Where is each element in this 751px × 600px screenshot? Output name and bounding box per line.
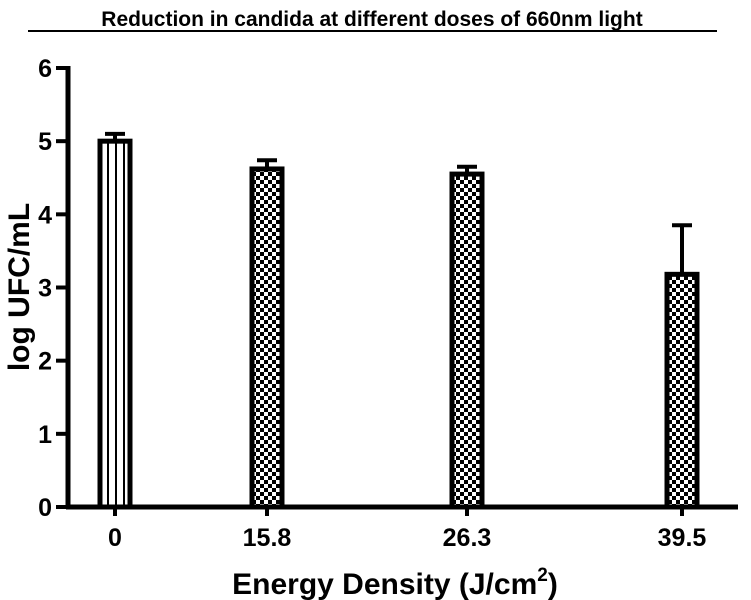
x-axis-label-close: )	[548, 568, 558, 600]
y-tick-label-0: 0	[38, 494, 52, 522]
y-tick-label-5: 5	[38, 128, 52, 156]
bar-26.3	[449, 171, 485, 510]
y-tick-label-6: 6	[38, 55, 52, 83]
bar-15.8	[249, 166, 285, 510]
bar-39.5	[664, 271, 700, 510]
x-tick-label-26.3: 26.3	[443, 524, 492, 552]
bars-group	[97, 138, 700, 510]
x-axis-label: Energy Density (J/cm2)	[232, 565, 558, 600]
y-tick-label-4: 4	[38, 201, 52, 229]
y-axis-label: log UFC/mL	[3, 203, 36, 371]
error-bars-group	[105, 131, 692, 275]
y-tick-label-2: 2	[38, 348, 52, 376]
y-tick-label-1: 1	[38, 421, 52, 449]
bar-0	[97, 138, 133, 510]
x-axis-label-main: Energy Density (J/cm	[232, 568, 537, 600]
chart-title: Reduction in candida at different doses …	[101, 8, 642, 31]
x-tick-label-15.8: 15.8	[243, 524, 292, 552]
x-tick-label-0: 0	[108, 524, 122, 552]
x-tick-label-39.5: 39.5	[658, 524, 707, 552]
x-axis: 0 15.8 26.3 39.5	[66, 504, 738, 552]
y-tick-label-3: 3	[38, 275, 52, 303]
y-axis: 0 1 2 3 4 5 6	[38, 55, 71, 522]
x-axis-label-superscript: 2	[537, 565, 548, 586]
